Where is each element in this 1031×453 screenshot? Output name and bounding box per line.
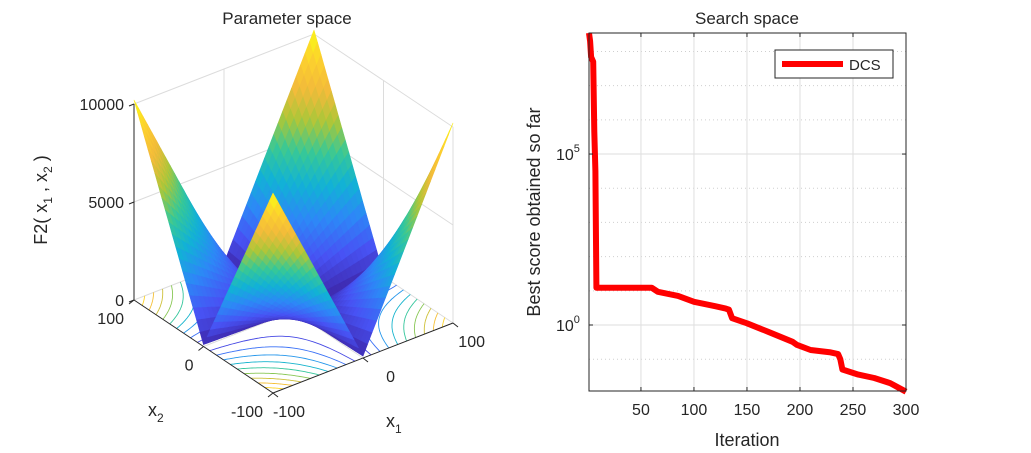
x-tick-label: 300: [893, 402, 920, 419]
x2-label-base: x: [148, 400, 157, 420]
z-label-sub2: 2: [41, 166, 55, 173]
contour-line: [432, 312, 439, 331]
surface-face: [133, 99, 143, 121]
contour-line: [391, 294, 411, 345]
surface-mesh: [133, 29, 454, 357]
x1-axis-label: x1: [386, 411, 402, 436]
series-line-dcs: [586, 32, 908, 395]
y-tick-base: 10: [556, 147, 574, 164]
x1-tick: [452, 322, 459, 328]
contour-line: [237, 367, 320, 376]
z-axis-label: F2( x1 , x2 ): [31, 155, 55, 244]
convergence-title: Search space: [695, 9, 799, 28]
x-tick-label: 250: [840, 402, 867, 419]
contour-line: [216, 346, 347, 366]
legend-label-dcs: DCS: [849, 57, 881, 74]
legend[interactable]: DCS: [774, 49, 894, 79]
contour-line: [264, 387, 284, 390]
contour-line: [403, 298, 418, 342]
convergence-series: [586, 32, 908, 395]
y-tick-exponent: 0: [574, 314, 580, 326]
contour-line: [209, 335, 356, 362]
z-tick: [128, 201, 135, 205]
contour-line: [244, 372, 311, 379]
x1-label-base: x: [386, 411, 395, 431]
y-tick-label: 105: [556, 143, 580, 164]
x2-axis-label: x2: [148, 400, 164, 425]
x-tick-label: 150: [734, 402, 761, 419]
x-tick-label: 50: [632, 402, 650, 419]
z-label-pre: F2( x: [31, 204, 51, 245]
y-tick-exponent: 5: [574, 143, 580, 155]
contour-line: [250, 377, 302, 383]
contour-line: [413, 303, 425, 338]
surface-face: [269, 192, 278, 209]
y-tick-label: 100: [556, 314, 580, 335]
contour-line: [223, 354, 338, 369]
contour-line: [169, 281, 184, 325]
x2-tick: [198, 346, 204, 351]
x2-tick-label: 0: [185, 358, 194, 375]
x1-tick-label: 100: [458, 334, 485, 351]
x-axis-label: Iteration: [714, 430, 779, 450]
contour-line: [148, 292, 155, 311]
z-label-sub1: 1: [41, 197, 55, 204]
contour-line: [441, 317, 446, 328]
x1-tick-label: 0: [386, 369, 395, 386]
z-tick-label: 10000: [80, 97, 125, 114]
x2-tick-label: 100: [97, 311, 124, 328]
x1-tick-label: -100: [273, 404, 305, 421]
contour-line: [155, 288, 164, 315]
surface-title: Parameter space: [222, 9, 351, 28]
z-label-mid: , x: [31, 173, 51, 197]
x-tick-label: 100: [681, 402, 708, 419]
x1-tick: [362, 357, 369, 363]
x-tick-label: 200: [787, 402, 814, 419]
x2-tick: [267, 392, 274, 398]
plot-area: [589, 33, 906, 391]
z-tick-label: 5000: [88, 195, 124, 212]
z-label-post: ): [31, 155, 51, 166]
contour-line: [257, 382, 293, 386]
x1-label-sub: 1: [395, 422, 402, 436]
y-axis-label: Best score obtained so far: [524, 107, 544, 316]
contour-line: [378, 289, 404, 349]
contour-line: [162, 285, 174, 320]
z-tick: [128, 103, 135, 107]
contour-line: [230, 361, 329, 372]
x2-tick-label: -100: [231, 404, 263, 421]
x2-label-sub: 2: [157, 411, 164, 425]
x2-tick: [128, 299, 135, 305]
plot-box: [588, 32, 907, 392]
contour-line: [423, 308, 432, 335]
x1-tick: [272, 392, 279, 398]
y-tick-base: 10: [556, 318, 574, 335]
contour-line: [141, 295, 146, 306]
z-tick-label: 0: [115, 293, 124, 310]
